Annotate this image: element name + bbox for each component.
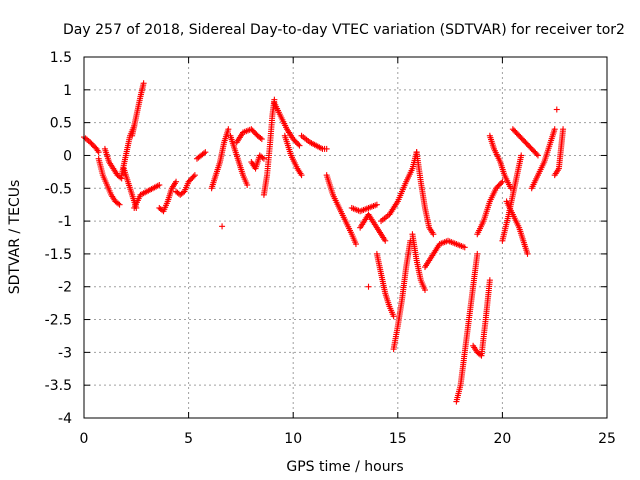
data-point [421,287,428,294]
grid [84,57,607,418]
data-point [244,181,251,188]
y-tick-label: -3.5 [45,378,72,394]
y-tick-label: -1.5 [45,247,72,263]
chart-title: Day 257 of 2018, Sidereal Day-to-day VTE… [63,22,625,38]
data-point [507,185,514,192]
data-point [200,150,207,157]
y-tick-label: 1 [63,83,72,99]
y-tick-label: -3 [58,345,72,361]
data-point [373,201,380,208]
data-point [258,136,265,143]
y-axis-label: SDTVAR / TECUs [7,180,23,295]
data-point [260,155,267,162]
y-tick-label: -2 [58,280,72,296]
data-point [560,126,567,133]
x-axis-label: GPS time / hours [286,459,403,475]
data-point [352,241,359,248]
data-point [140,80,147,87]
data-point [296,142,303,149]
x-tick-label: 20 [493,431,511,447]
y-tick-label: 0.5 [50,116,72,132]
data-point [498,180,505,187]
data-point [116,201,123,208]
data-point [533,151,540,158]
data-point [534,152,541,159]
data-point [259,154,266,161]
x-tick-label: 15 [389,431,407,447]
data-point [257,134,264,141]
data-point [95,149,102,156]
y-tick-label: -0.5 [45,181,72,197]
data-point [180,189,187,196]
data-point [323,145,330,152]
x-tick-label: 0 [80,431,89,447]
y-tick-label: -1 [58,214,72,230]
data-point [430,231,437,238]
data-point [225,126,232,133]
data-point [219,223,226,230]
axis-ticks: 0 5 10 15 20 25 -4 -3.5 -3 -2.5 -2 -1.5 -1 -0.5 0 0.5 1 1… [45,50,616,447]
x-tick-label: 25 [598,431,616,447]
data-point [173,178,180,185]
data-point [390,313,397,320]
data-point [524,250,531,257]
data-point [486,277,493,284]
plot-frame [83,56,608,419]
data-point [518,152,525,159]
data-point [115,200,122,207]
data-point [190,173,197,180]
x-tick-label: 5 [184,431,193,447]
data-point [499,178,506,185]
data-point [365,283,372,290]
data-point [382,237,389,244]
x-tick-label: 10 [284,431,302,447]
data-point [461,244,468,251]
data-point [553,106,560,113]
y-tick-label: 1.5 [50,50,72,66]
data-point [474,250,481,257]
y-tick-label: 0 [63,148,72,164]
data-points [81,80,567,405]
data-point [191,172,198,179]
data-point [295,141,302,148]
data-point [202,149,209,156]
data-point [156,181,163,188]
data-point [551,126,558,133]
y-tick-label: -2.5 [45,313,72,329]
y-tick-label: -4 [58,411,72,427]
data-point [298,172,305,179]
